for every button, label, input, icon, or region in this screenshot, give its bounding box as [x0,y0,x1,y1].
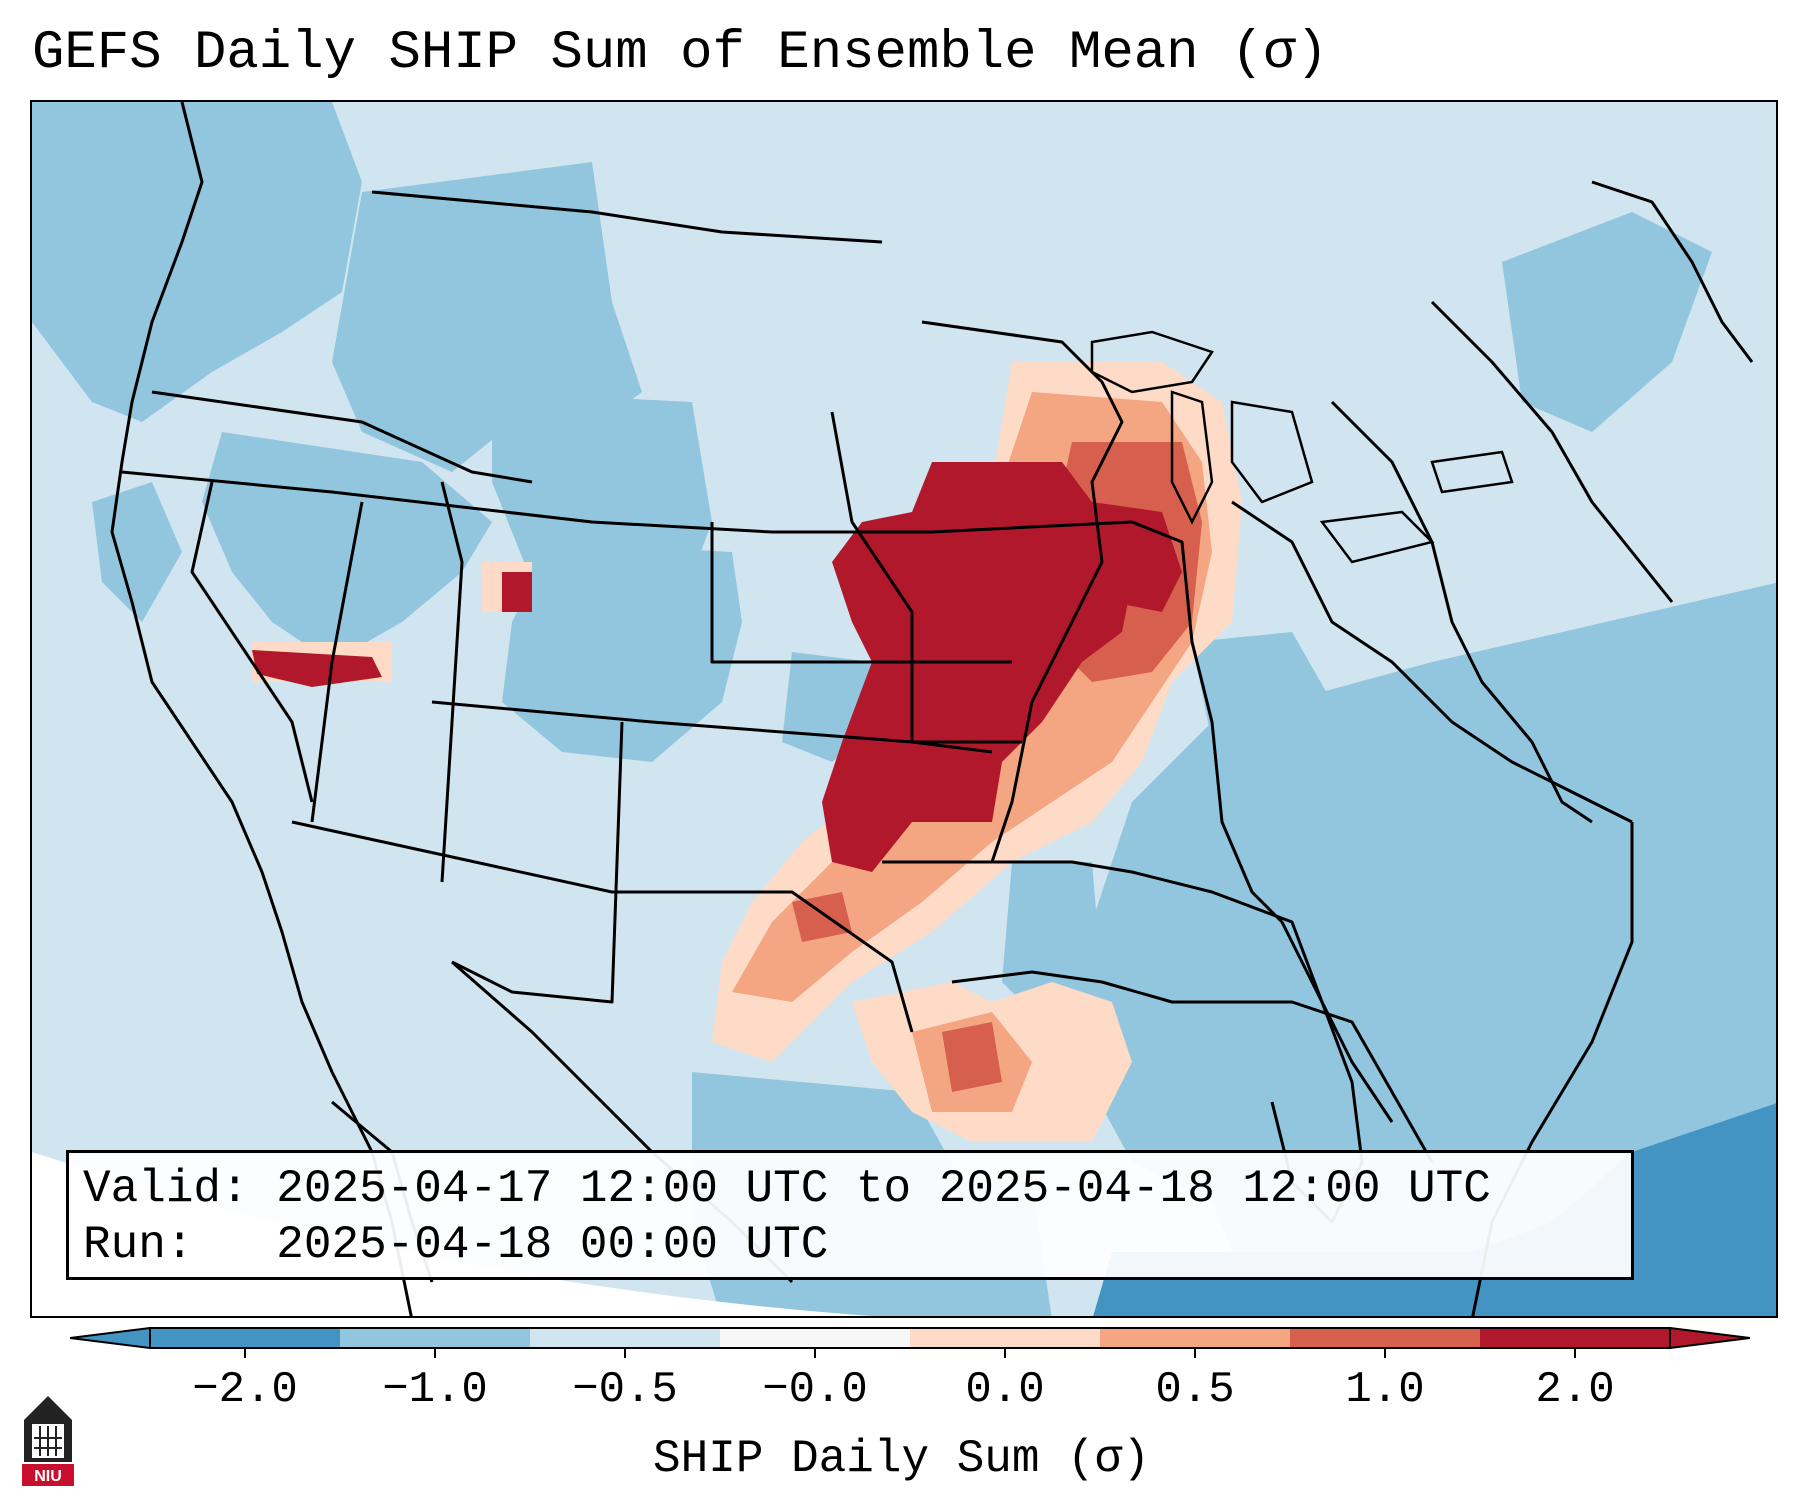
colorbar-tick-label: −0.0 [762,1365,868,1415]
colorbar-label: SHIP Daily Sum (σ) [653,1433,1150,1485]
logo-text: NIU [34,1468,62,1485]
appalachian-border [1330,400,1593,824]
colorbar-extend-high [1669,1326,1750,1350]
maine-coastline [1591,180,1754,363]
colorbar-tick-label: 0.5 [1155,1365,1235,1415]
colorbar-tick-label: −2.0 [192,1365,298,1415]
ohio-river-east [1231,500,1633,824]
missouri-river-border [830,411,1022,744]
new-mexico-border [451,721,624,1004]
illinois-indiana-border [1131,520,1284,924]
map-canvas [32,102,1776,1316]
northeast-border [1430,300,1674,603]
valid-run-info-box: Valid: 2025-04-17 12:00 UTC to 2025-04-1… [66,1150,1634,1280]
valid-label: Valid: [83,1163,249,1215]
map-title: GEFS Daily SHIP Sum of Ensemble Mean (σ) [32,23,1329,84]
colorbar-segment [1100,1328,1291,1348]
colorbar-tick-label: 1.0 [1345,1365,1425,1415]
colorbar-segment [910,1328,1101,1348]
colorbar-segment [1480,1328,1671,1348]
run-value: 2025-04-18 00:00 UTC [276,1219,829,1271]
colorbar-tick-marks [244,1348,1576,1358]
mississippi-river [921,320,1124,863]
university-tower-icon: NIU [22,1396,74,1486]
gulf-coastline [951,970,1434,1163]
colorbar-segment [150,1328,341,1348]
canada-border-west [371,190,883,244]
gulf-coast-states [882,860,1394,1123]
texas-border [291,820,914,1033]
pacific-coastline [110,102,413,1316]
colorbar-tick-label: −0.5 [572,1365,678,1415]
valid-value: 2025-04-17 12:00 UTC to 2025-04-18 12:00… [276,1163,1491,1215]
valid-row: Valid: 2025-04-17 12:00 UTC to 2025-04-1… [83,1161,1617,1217]
northern-border-band [121,470,1133,534]
kansas-nebraska-border [710,522,1012,664]
map-panel [30,100,1778,1318]
lake-huron [1230,400,1314,504]
four-corners-latitude [431,700,993,754]
colorbar-segment [530,1328,721,1348]
colorbar-segments [70,1326,1750,1350]
colorbar-outline [149,1327,1671,1349]
colorbar-segment [1290,1328,1481,1348]
run-row: Run: 2025-04-18 00:00 UTC [83,1217,1617,1273]
lake-ontario [1430,450,1514,494]
colorbar-segment [340,1328,531,1348]
colorbar [70,1326,1750,1358]
utah-colorado-border [440,481,464,883]
colorbar-extend-low [70,1326,151,1350]
very-strong-positive-regions [252,462,1182,872]
lake-superior [1090,330,1214,394]
colorbar-tick-label: 0.0 [965,1365,1045,1415]
oregon-california-border [151,390,533,484]
state-borders [110,102,1754,1316]
utah-west-border [310,501,364,823]
great-lakes [1090,330,1514,564]
run-label: Run: [83,1219,194,1271]
nevada-border [190,481,314,803]
colorbar-segment [720,1328,911,1348]
colorbar-tick-label: 2.0 [1535,1365,1615,1415]
lake-erie [1319,510,1435,564]
lake-michigan [1170,390,1214,525]
colorbar-tick-label: −1.0 [382,1365,488,1415]
